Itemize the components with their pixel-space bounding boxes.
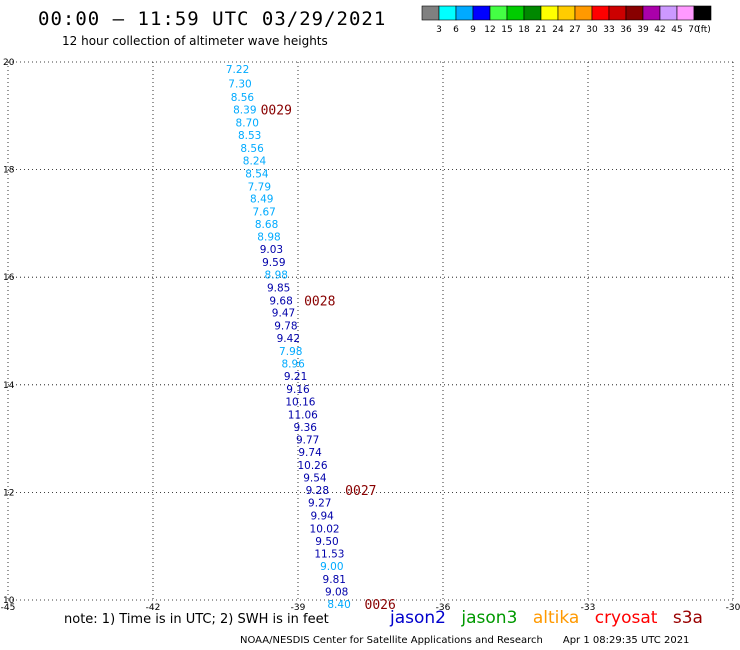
x-tick-label: -42: [146, 603, 161, 613]
y-tick-label: 20: [3, 58, 15, 68]
swh-value: 9.74: [298, 447, 322, 459]
satellite-cryosat: cryosat: [594, 608, 658, 628]
satellite-jason3: jason3: [461, 608, 518, 628]
swh-value: 9.00: [320, 561, 343, 573]
swh-value: 9.94: [310, 511, 334, 523]
swh-value: 9.08: [325, 586, 348, 598]
x-tick-label: -36: [436, 603, 451, 613]
chart-title: 00:00 – 11:59 UTC 03/29/2021: [38, 8, 387, 30]
swh-value: 8.98: [265, 270, 288, 282]
credit-timestamp: Apr 1 08:29:35 UTC 2021: [562, 635, 690, 646]
swh-value: 9.68: [269, 295, 292, 307]
swh-value: 9.77: [296, 435, 319, 447]
scale-label: 30: [586, 25, 598, 35]
hour-label: 0028: [304, 294, 335, 309]
hour-label: 0027: [345, 484, 376, 499]
x-tick-label: -33: [581, 603, 596, 613]
swh-value: 9.78: [274, 321, 297, 333]
satellite-altika: altika: [532, 608, 580, 628]
swh-value: 11.06: [288, 409, 318, 421]
swh-value: 10.02: [310, 523, 340, 535]
swh-value: 8.53: [238, 130, 261, 142]
satellite-jason2: jason2: [390, 608, 446, 628]
swh-value: 8.40: [327, 599, 350, 611]
swh-value: 8.98: [257, 231, 280, 243]
swh-value: 8.49: [250, 194, 273, 206]
scale-label: 9: [470, 25, 476, 35]
swh-value: 8.56: [231, 92, 255, 104]
scale-label: 42: [654, 25, 665, 35]
footer-note: note: 1) Time is in UTC; 2) SWH is in fe…: [64, 612, 329, 627]
y-tick-label: 18: [3, 166, 15, 176]
swh-value: 9.54: [303, 472, 327, 484]
satellite-legend: jason2 jason3 altika cryosat s3a: [390, 608, 713, 628]
hour-label: 0026: [365, 598, 396, 613]
swh-value: 11.53: [314, 549, 344, 561]
scale-label: 21: [535, 25, 546, 35]
scale-label: 15: [501, 25, 512, 35]
swh-value: 7.98: [279, 346, 302, 358]
swh-value: 9.81: [323, 574, 346, 586]
chart-subtitle: 12 hour collection of altimeter wave hei…: [62, 34, 328, 48]
scale-label: 27: [569, 25, 580, 35]
swh-value: 9.03: [260, 244, 283, 256]
swh-value: 10.26: [297, 460, 327, 472]
swh-value: 9.16: [286, 384, 310, 396]
scale-label: 18: [518, 25, 530, 35]
swh-value: 8.68: [255, 219, 278, 231]
scale-label: 12: [484, 25, 495, 35]
y-tick-label: 12: [3, 488, 14, 498]
hour-label: 0029: [261, 103, 292, 118]
scale-label: 70: [688, 25, 700, 35]
footer-credit: NOAA/NESDIS Center for Satellite Applica…: [240, 635, 689, 646]
swh-value: 9.42: [277, 333, 300, 345]
swh-value: 7.22: [226, 64, 249, 76]
x-tick-label: -45: [1, 603, 16, 613]
swh-value: 8.96: [281, 358, 305, 370]
scale-label: 3: [436, 25, 442, 35]
y-tick-label: 14: [3, 381, 15, 391]
swh-value: 9.36: [294, 422, 318, 434]
swh-value: 9.28: [306, 485, 329, 497]
swh-value: 8.54: [245, 168, 269, 180]
scale-label: 24: [552, 25, 564, 35]
x-tick-label: -39: [291, 603, 306, 613]
scale-label: 33: [603, 25, 614, 35]
x-tick-label: -30: [726, 603, 740, 613]
scale-label: 36: [620, 25, 632, 35]
scale-label: 39: [637, 25, 649, 35]
scale-unit: (ft): [697, 25, 711, 35]
swh-value: 7.30: [228, 79, 251, 91]
swh-value: 8.56: [240, 143, 264, 155]
satellite-s3a: s3a: [672, 608, 703, 628]
y-tick-label: 16: [3, 273, 15, 283]
swh-value: 8.24: [243, 155, 267, 167]
scale-swatch: [693, 5, 712, 21]
swh-value: 9.47: [272, 308, 295, 320]
swh-value: 9.50: [315, 536, 338, 548]
y-tick-label: 10: [3, 596, 15, 606]
scale-label: 6: [453, 25, 459, 35]
swh-value: 9.85: [267, 282, 290, 294]
swh-value: 9.21: [284, 371, 307, 383]
swh-value: 8.39: [233, 104, 256, 116]
swh-value: 10.16: [285, 396, 315, 408]
swh-value: 7.79: [248, 181, 271, 193]
swh-value: 7.67: [252, 207, 275, 219]
swh-value: 8.70: [236, 117, 259, 129]
scale-label: 45: [671, 25, 682, 35]
swh-value: 9.27: [308, 498, 331, 510]
color-scale-legend: 3 6 9 12 15 18 21 24 27 30 33 36 39 42 45 70(ft): [421, 5, 712, 35]
swh-value: 9.59: [262, 257, 285, 269]
credit-text: NOAA/NESDIS Center for Satellite Applica…: [240, 635, 543, 646]
